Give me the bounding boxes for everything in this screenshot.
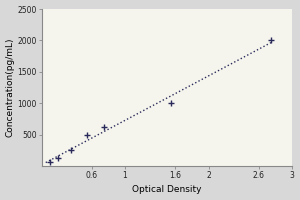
- Point: [85, 133, 90, 136]
- Point: [56, 157, 61, 160]
- Point: [102, 125, 106, 128]
- Point: [68, 149, 73, 152]
- Y-axis label: Concentration(pg/mL): Concentration(pg/mL): [6, 38, 15, 137]
- Point: [169, 102, 173, 105]
- Point: [47, 161, 52, 164]
- Point: [269, 39, 274, 42]
- X-axis label: Optical Density: Optical Density: [132, 185, 202, 194]
